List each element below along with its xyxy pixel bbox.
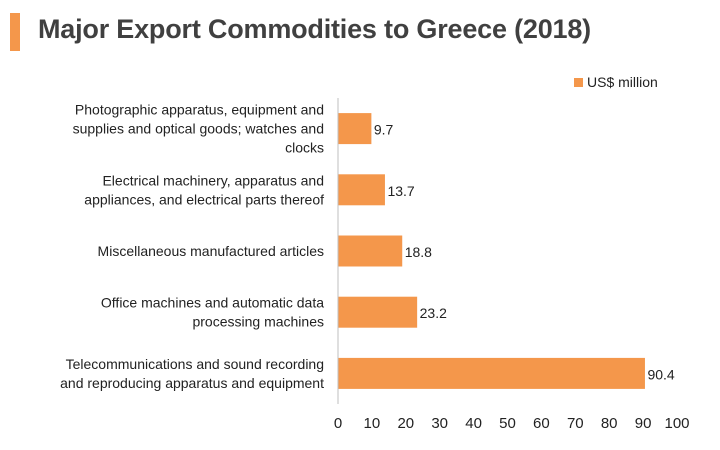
- data-label: 9.7: [374, 122, 394, 138]
- x-tick-label: 10: [364, 415, 381, 432]
- x-tick-label: 60: [533, 415, 550, 432]
- legend-swatch: [574, 77, 583, 87]
- bar: [338, 113, 372, 145]
- category-label-line: appliances, and electrical parts thereof: [84, 191, 324, 207]
- x-tick-label: 0: [334, 415, 342, 432]
- category-label-line: and reproducing apparatus and equipment: [60, 375, 324, 391]
- category-label-line: clocks: [285, 140, 324, 156]
- x-tick-label: 30: [431, 415, 448, 432]
- x-tick-label: 100: [664, 415, 689, 432]
- x-tick-label: 80: [601, 415, 618, 432]
- category-label: Electrical machinery, apparatus and appli…: [84, 172, 324, 207]
- bar: [338, 296, 418, 328]
- x-tick-label: 90: [635, 415, 652, 432]
- data-label: 18.8: [405, 244, 432, 260]
- x-tick-label: 20: [397, 415, 414, 432]
- category-label: Photographic apparatus, equipment and sup…: [73, 102, 324, 156]
- bar: [338, 235, 403, 267]
- data-label: 90.4: [647, 366, 674, 382]
- x-tick-label: 50: [499, 415, 516, 432]
- category-label-line: Telecommunications and sound recording: [66, 356, 324, 372]
- category-label: Miscellaneous manufactured articles: [98, 243, 324, 259]
- category-label-line: Electrical machinery, apparatus and: [102, 172, 324, 188]
- category-label: Office machines and automatic data proces…: [101, 295, 324, 330]
- data-label: 13.7: [387, 183, 414, 199]
- category-label-line: Office machines and automatic data: [101, 295, 324, 311]
- bar: [338, 174, 385, 206]
- category-label-line: Photographic apparatus, equipment and: [75, 102, 324, 118]
- bar: [338, 357, 645, 389]
- chart-title: Major Export Commodities to Greece (2018…: [38, 14, 591, 44]
- category-label-line: Miscellaneous manufactured articles: [98, 243, 324, 259]
- category-label-line: supplies and optical goods; watches and: [73, 121, 324, 137]
- legend-label: US$ million: [587, 74, 658, 90]
- title-accent-bar: [10, 13, 20, 51]
- category-label-line: processing machines: [192, 314, 324, 330]
- x-tick-label: 40: [465, 415, 482, 432]
- category-label: Telecommunications and sound recording an…: [60, 356, 324, 391]
- data-label: 23.2: [420, 305, 447, 321]
- legend: US$ million: [574, 74, 658, 90]
- x-tick-label: 70: [567, 415, 584, 432]
